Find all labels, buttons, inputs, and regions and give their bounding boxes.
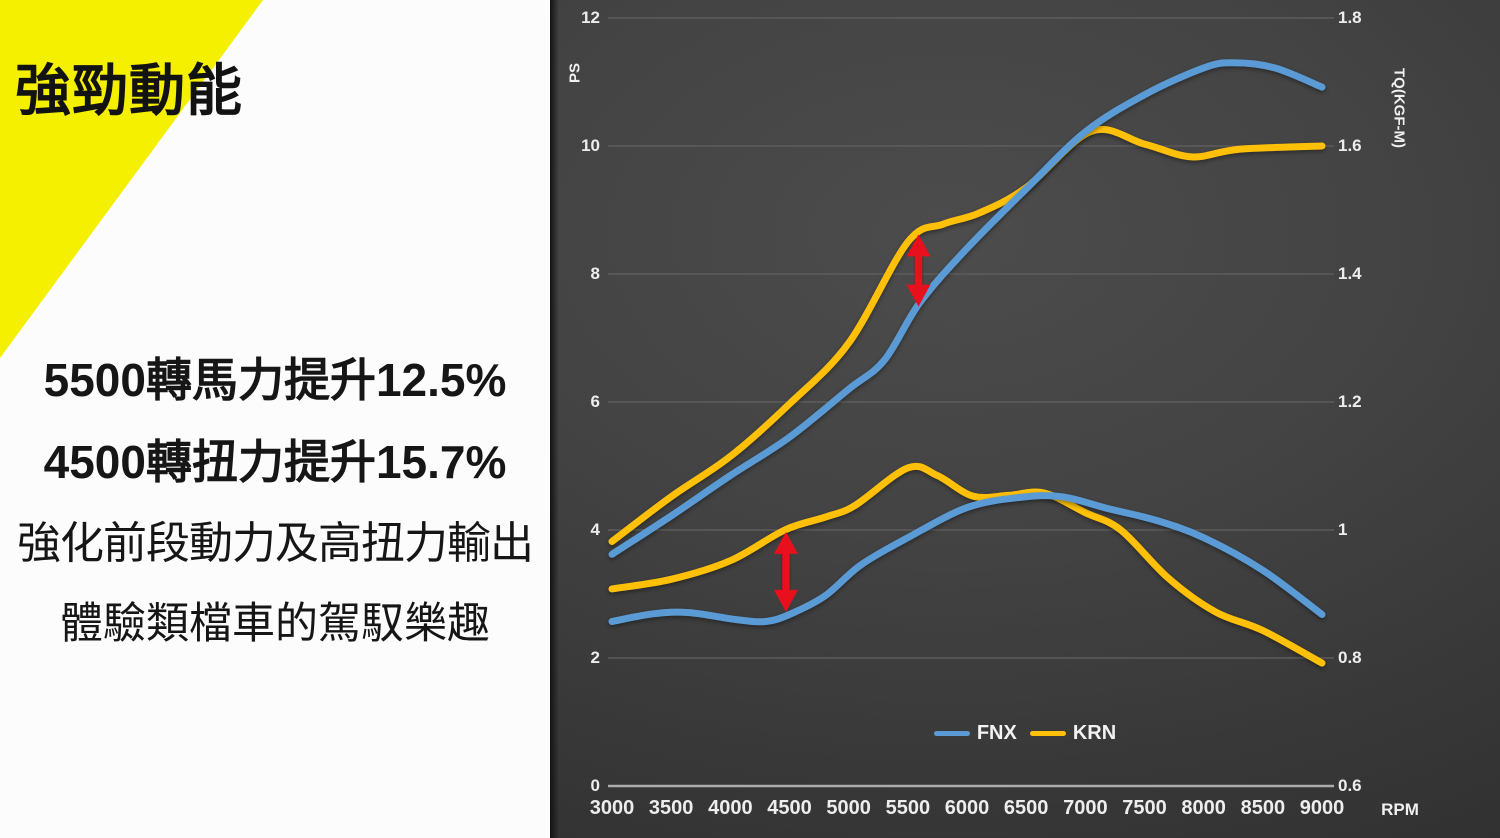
right-axis-tick-label: 1.4 xyxy=(1338,264,1362,283)
curve-fnx-ps xyxy=(608,59,1326,558)
right-axis-tick-label: 0.8 xyxy=(1338,648,1362,667)
x-axis-title: RPM xyxy=(1381,800,1419,819)
left-axis-tick-label: 0 xyxy=(590,776,600,795)
krn-line-swatch xyxy=(1029,731,1066,736)
left-axis-tick-label: 10 xyxy=(581,136,600,155)
yellow-corner-badge xyxy=(0,0,263,358)
dyno-chart: PS TQ(KGF-M) RPM FNX KRN 0 2 4 6 8 10 12 0.6 0.8… xyxy=(550,0,1500,838)
right-axis-tick-label: 1.2 xyxy=(1338,392,1362,411)
left-axis-title: PS xyxy=(566,62,584,84)
x-axis-tick-label: 5500 xyxy=(885,797,931,819)
arrowhead-up-2 xyxy=(773,531,798,554)
right-axis-tick-label: 1.6 xyxy=(1338,136,1362,155)
legend-item-krn: KRN xyxy=(1029,722,1117,745)
x-axis-tick-label: 5000 xyxy=(826,797,871,819)
legend-label-fnx: FNX xyxy=(976,722,1017,744)
left-axis-tick-label: 2 xyxy=(590,648,600,667)
left-axis-tick-label: 8 xyxy=(590,264,600,283)
desc-line-power: 強化前段動力及高扭力輸出 xyxy=(17,519,534,568)
arrowhead-down-2 xyxy=(773,589,798,612)
desc-line-fun: 體驗類檔車的駕馭樂趣 xyxy=(60,600,490,648)
x-axis-tick-label: 4500 xyxy=(767,797,812,819)
left-panel: 強勁動能 5500轉馬力提升12.5% 4500轉扭力提升15.7% 強化前段動… xyxy=(0,0,550,838)
x-axis-tick-label: 6000 xyxy=(944,797,990,819)
right-axis-tick-label: 1 xyxy=(1338,520,1348,539)
x-axis-tick-label: 8500 xyxy=(1240,797,1286,819)
x-axis-tick-label: 6500 xyxy=(1003,797,1049,819)
arrowhead-down-1 xyxy=(906,284,931,307)
legend-item-fnx: FNX xyxy=(933,722,1017,745)
chart-left-edge-shade xyxy=(550,0,559,838)
curve-krn-ps xyxy=(608,126,1326,545)
legend-label-krn: KRN xyxy=(1072,722,1117,744)
left-axis-tick-label: 12 xyxy=(581,8,600,27)
arrowhead-up-1 xyxy=(906,234,931,257)
stat-line-torque: 4500轉扭力提升15.7% xyxy=(43,436,507,488)
x-axis-tick-label: 4000 xyxy=(708,797,753,819)
x-axis-tick-label: 7000 xyxy=(1063,797,1108,819)
x-axis-tick-label: 3500 xyxy=(648,797,694,819)
legend: FNX KRN xyxy=(550,722,1500,745)
x-axis-tick-label: 7500 xyxy=(1122,797,1167,819)
right-axis-tick-label: 0.6 xyxy=(1338,776,1362,795)
fnx-line-swatch xyxy=(933,731,970,736)
right-axis-tick-label: 1.8 xyxy=(1338,8,1362,27)
plot-canvas xyxy=(608,17,1334,788)
left-axis-tick-label: 4 xyxy=(590,520,600,539)
x-axis-tick-label: 3000 xyxy=(589,797,635,819)
x-axis-tick-label: 9000 xyxy=(1299,797,1345,819)
page-title: 強勁動能 xyxy=(15,59,243,122)
curve-krn-tq xyxy=(608,462,1326,667)
stat-line-horsepower: 5500轉馬力提升12.5% xyxy=(43,354,507,406)
left-axis-tick-label: 6 xyxy=(590,392,600,411)
curve-fnx-tq xyxy=(608,492,1326,626)
x-axis-tick-label: 8000 xyxy=(1181,797,1226,819)
